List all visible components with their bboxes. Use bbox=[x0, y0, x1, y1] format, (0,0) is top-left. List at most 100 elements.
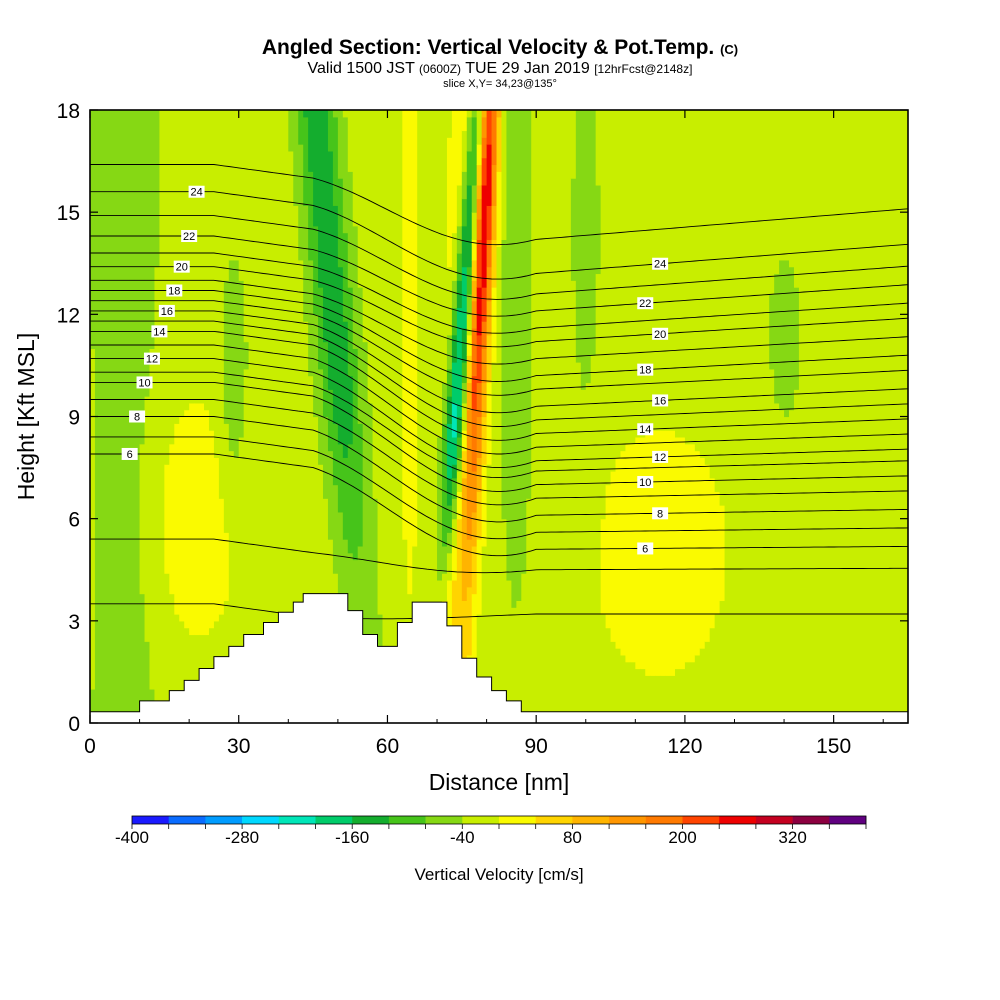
velocity-cell bbox=[347, 110, 354, 172]
velocity-cell bbox=[486, 266, 493, 302]
velocity-cell bbox=[734, 110, 741, 723]
velocity-cell bbox=[863, 110, 869, 723]
velocity-cell bbox=[258, 110, 265, 723]
velocity-cell bbox=[486, 205, 493, 241]
velocity-cell bbox=[793, 389, 800, 723]
velocity-cell bbox=[169, 593, 175, 723]
velocity-cell bbox=[878, 110, 884, 723]
velocity-cell bbox=[798, 110, 805, 723]
velocity-cell bbox=[848, 110, 855, 723]
velocity-cell bbox=[595, 184, 602, 275]
velocity-cell bbox=[516, 600, 522, 723]
velocity-cell bbox=[818, 110, 825, 723]
velocity-cell bbox=[466, 314, 473, 336]
contour-label: 8 bbox=[652, 507, 669, 520]
velocity-cell bbox=[223, 423, 230, 533]
velocity-cell bbox=[263, 110, 270, 723]
pot-temp-contour bbox=[90, 215, 908, 300]
velocity-cell bbox=[233, 457, 240, 723]
velocity-cell bbox=[481, 416, 488, 465]
velocity-cell bbox=[793, 110, 800, 288]
velocity-cell bbox=[446, 266, 453, 336]
colorbar-tick-label: -400 bbox=[115, 828, 149, 847]
velocity-cell bbox=[456, 457, 463, 472]
velocity-cell bbox=[486, 334, 493, 384]
pot-temp-contour bbox=[90, 603, 908, 620]
velocity-cell bbox=[456, 491, 463, 520]
pot-temp-contour bbox=[90, 191, 908, 280]
colorbar-swatch bbox=[645, 816, 683, 824]
velocity-cell bbox=[318, 368, 324, 465]
velocity-cell bbox=[327, 150, 334, 390]
velocity-cell bbox=[456, 470, 463, 493]
velocity-cell bbox=[194, 110, 200, 404]
velocity-cell bbox=[506, 579, 512, 723]
x-tick-label: 120 bbox=[667, 735, 702, 758]
velocity-cell bbox=[674, 436, 681, 670]
pot-temp-contour bbox=[90, 371, 908, 479]
svg-text:24: 24 bbox=[190, 187, 202, 199]
velocity-cell bbox=[154, 266, 161, 723]
velocity-cell bbox=[694, 654, 701, 723]
velocity-cell bbox=[600, 110, 607, 520]
velocity-cell bbox=[228, 259, 235, 452]
velocity-cell bbox=[164, 464, 170, 574]
velocity-cell bbox=[774, 110, 780, 275]
velocity-cell bbox=[139, 593, 146, 723]
velocity-cell bbox=[620, 654, 627, 723]
velocity-cell bbox=[446, 532, 453, 554]
velocity-cell bbox=[789, 110, 795, 268]
velocity-cell bbox=[709, 627, 716, 723]
velocity-cell bbox=[793, 287, 800, 390]
velocity-cell bbox=[729, 110, 736, 723]
velocity-cell bbox=[630, 443, 636, 663]
svg-text:12: 12 bbox=[146, 354, 158, 366]
colorbar-swatch bbox=[499, 816, 536, 824]
velocity-cell bbox=[308, 259, 314, 377]
velocity-cell bbox=[303, 321, 309, 723]
velocity-cell bbox=[461, 477, 468, 601]
velocity-cell bbox=[501, 239, 508, 520]
velocity-cell bbox=[253, 110, 260, 723]
pot-temp-contour bbox=[90, 358, 908, 469]
velocity-cell bbox=[293, 110, 299, 206]
velocity-cell bbox=[387, 110, 394, 723]
colorbar-swatch bbox=[352, 816, 390, 824]
velocity-cell bbox=[476, 218, 483, 241]
velocity-cell bbox=[233, 259, 240, 458]
velocity-cell bbox=[660, 675, 666, 723]
velocity-cell bbox=[451, 334, 458, 363]
velocity-cell bbox=[461, 327, 468, 363]
velocity-cell bbox=[481, 110, 488, 118]
velocity-cell bbox=[828, 110, 835, 723]
velocity-cell bbox=[466, 110, 473, 118]
velocity-cell bbox=[238, 436, 245, 723]
svg-text:18: 18 bbox=[168, 285, 180, 297]
velocity-cell bbox=[714, 491, 721, 615]
velocity-cell bbox=[139, 110, 146, 445]
svg-text:12: 12 bbox=[654, 452, 666, 464]
velocity-cell bbox=[412, 110, 418, 547]
velocity-cell bbox=[719, 110, 726, 506]
velocity-cell bbox=[352, 348, 359, 561]
velocity-cell bbox=[719, 600, 726, 723]
velocity-cell bbox=[769, 368, 775, 723]
velocity-cell bbox=[243, 368, 250, 723]
velocity-cell bbox=[327, 450, 334, 540]
velocity-cell bbox=[486, 464, 493, 723]
colorbar: -400 -280 -160 -40 80 200 320 Vertical Velocity… bbox=[115, 815, 867, 884]
velocity-cell bbox=[456, 518, 463, 723]
velocity-cell bbox=[377, 110, 384, 615]
x-tick-label: 150 bbox=[816, 735, 851, 758]
velocity-cell bbox=[679, 110, 686, 438]
x-tick-label: 90 bbox=[525, 735, 548, 758]
velocity-cell bbox=[451, 402, 458, 438]
velocity-cell bbox=[491, 362, 498, 723]
colorbar-tick-label: -40 bbox=[450, 828, 475, 847]
velocity-cell bbox=[670, 110, 676, 431]
velocity-cell bbox=[759, 110, 765, 723]
velocity-cell bbox=[342, 110, 349, 118]
velocity-cell bbox=[194, 634, 200, 723]
velocity-cell bbox=[189, 634, 195, 723]
